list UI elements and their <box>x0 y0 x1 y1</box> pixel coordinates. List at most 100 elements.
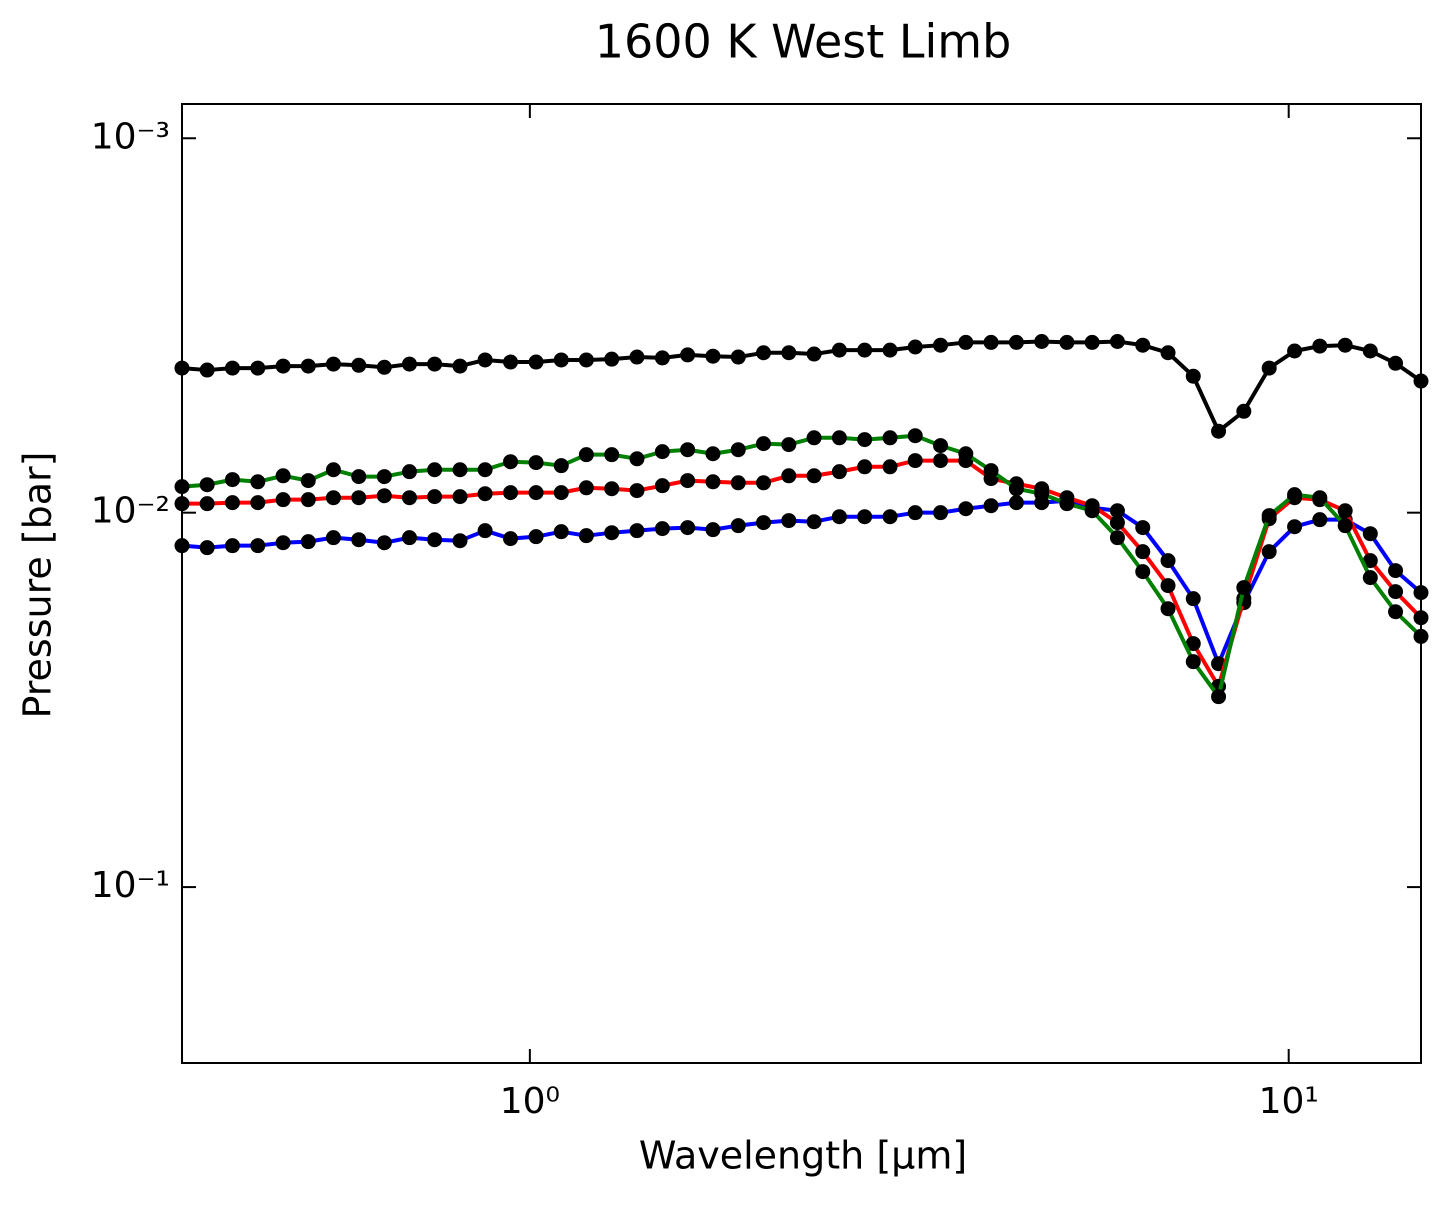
series-marker <box>1312 512 1328 528</box>
series-marker <box>325 356 341 372</box>
series-marker <box>1160 345 1176 361</box>
chart-title: 1600 K West Limb <box>595 15 1012 69</box>
series-marker <box>1362 526 1378 542</box>
series-marker <box>933 505 949 521</box>
series-marker <box>1287 487 1303 503</box>
series-marker <box>907 339 923 355</box>
series-marker <box>604 351 620 367</box>
y-tick-label: 10⁻¹ <box>91 865 170 906</box>
series-marker <box>503 531 519 547</box>
series-marker <box>199 362 215 378</box>
series-marker <box>1362 343 1378 359</box>
series-marker <box>401 464 417 480</box>
plot-frame <box>181 103 1422 1064</box>
series-marker <box>224 538 240 554</box>
series-marker <box>604 447 620 463</box>
series-marker <box>933 453 949 469</box>
series-marker <box>756 345 772 361</box>
series-marker <box>705 474 721 490</box>
series-marker <box>427 489 443 505</box>
series-marker <box>553 524 569 540</box>
series-marker <box>1388 584 1404 600</box>
series-marker <box>199 477 215 493</box>
series-marker <box>578 480 594 496</box>
series-marker <box>528 529 544 545</box>
series-marker <box>376 469 392 485</box>
series-marker <box>250 474 266 490</box>
series-marker <box>654 444 670 460</box>
series-marker <box>831 430 847 446</box>
series-marker <box>452 462 468 478</box>
series-marker <box>1160 553 1176 569</box>
series-marker <box>477 486 493 502</box>
series-marker <box>503 454 519 470</box>
series-marker <box>300 358 316 374</box>
series-marker <box>376 535 392 551</box>
series-marker <box>958 501 974 517</box>
series-marker <box>654 521 670 537</box>
series-marker <box>452 358 468 374</box>
series-marker <box>250 360 266 376</box>
series-marker <box>1388 563 1404 579</box>
series-marker <box>781 513 797 529</box>
series-marker <box>250 538 266 554</box>
series-marker <box>1337 337 1353 353</box>
series-marker <box>806 514 822 530</box>
series-marker <box>1160 601 1176 617</box>
series-marker <box>351 357 367 373</box>
series-marker <box>983 463 999 479</box>
series-marker <box>275 492 291 508</box>
series-marker <box>578 352 594 368</box>
y-tick-label: 10⁻² <box>91 491 170 532</box>
series-marker <box>1337 518 1353 534</box>
series-marker <box>1236 403 1252 419</box>
series-marker <box>629 523 645 539</box>
series-line <box>182 498 1421 666</box>
series-marker <box>756 436 772 452</box>
series-marker <box>1008 495 1024 511</box>
series-marker <box>958 446 974 462</box>
series-marker <box>654 478 670 494</box>
series-marker <box>705 348 721 364</box>
series-marker <box>1236 580 1252 596</box>
series-marker <box>857 342 873 358</box>
series-marker <box>250 495 266 511</box>
series-marker <box>629 483 645 499</box>
series-marker <box>1287 343 1303 359</box>
series-marker <box>1084 334 1100 350</box>
series-marker <box>325 530 341 546</box>
series-marker <box>427 462 443 478</box>
series-marker <box>300 534 316 550</box>
series-marker <box>983 498 999 514</box>
series-marker <box>1084 503 1100 519</box>
series-marker <box>907 453 923 469</box>
series-marker <box>730 475 746 491</box>
series-marker <box>1388 604 1404 620</box>
y-tick-label: 10⁻³ <box>91 116 170 157</box>
series-marker <box>730 518 746 534</box>
series-marker <box>781 345 797 361</box>
series-marker <box>275 468 291 484</box>
series-marker <box>1135 520 1151 536</box>
series-marker <box>578 528 594 544</box>
series-marker <box>477 352 493 368</box>
series-marker <box>1160 578 1176 594</box>
series-marker <box>983 334 999 350</box>
series-marker <box>1135 337 1151 353</box>
series-marker <box>806 430 822 446</box>
series-marker <box>300 473 316 489</box>
series-marker <box>730 349 746 365</box>
series-marker <box>756 515 772 531</box>
series-marker <box>882 430 898 446</box>
series-marker <box>275 535 291 551</box>
series-marker <box>452 489 468 505</box>
series-marker <box>604 481 620 497</box>
series-marker <box>1109 334 1125 350</box>
series-marker <box>604 525 620 541</box>
series-marker <box>1008 481 1024 497</box>
series-marker <box>1059 496 1075 512</box>
series-marker <box>1135 544 1151 560</box>
series-marker <box>325 462 341 478</box>
series-marker <box>427 532 443 548</box>
series-marker <box>882 509 898 525</box>
